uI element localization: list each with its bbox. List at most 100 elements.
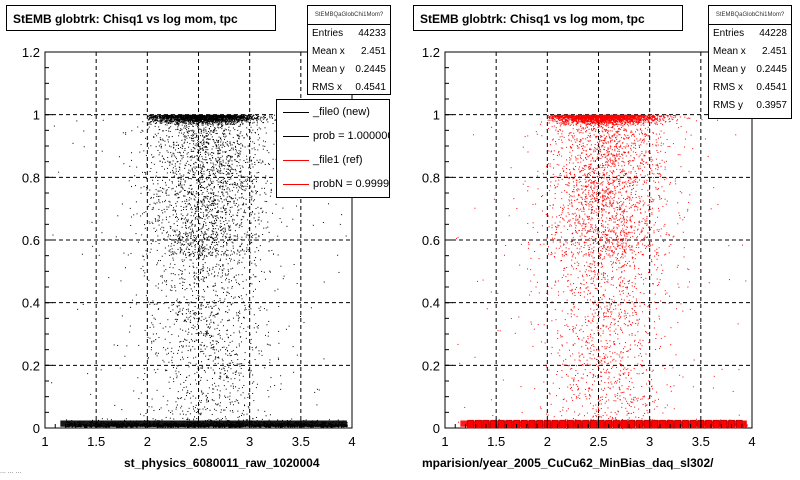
scatter-point	[224, 251, 226, 253]
scatter-point	[200, 217, 202, 219]
scatter-point	[244, 352, 246, 354]
scatter-point	[214, 199, 216, 201]
scatter-point	[256, 159, 258, 161]
scatter-point	[255, 387, 257, 389]
scatter-point	[183, 174, 185, 176]
scatter-point	[218, 377, 220, 379]
scatter-point	[201, 361, 203, 363]
scatter-point	[189, 143, 191, 145]
scatter-point	[224, 121, 226, 123]
scatter-point	[212, 369, 214, 371]
scatter-point	[191, 117, 193, 119]
scatter-point	[206, 285, 208, 287]
scatter-point	[186, 115, 188, 117]
scatter-point	[201, 248, 203, 250]
scatter-point	[209, 184, 211, 186]
scatter-point	[212, 215, 214, 217]
scatter-point	[208, 123, 210, 125]
scatter-point	[163, 115, 165, 117]
scatter-point	[155, 146, 157, 148]
scatter-point	[189, 226, 191, 228]
scatter-point	[227, 381, 229, 383]
scatter-point	[232, 214, 234, 216]
scatter-point	[255, 288, 257, 290]
scatter-point	[266, 118, 268, 120]
scatter-point	[212, 152, 214, 154]
scatter-point	[230, 303, 232, 305]
scatter-point	[167, 400, 169, 402]
scatter-point	[214, 371, 216, 373]
scatter-point	[203, 118, 205, 120]
scatter-point	[214, 363, 216, 365]
scatter-point	[210, 311, 212, 313]
scatter-point	[181, 309, 183, 311]
scatter-point	[147, 119, 149, 121]
scatter-point	[193, 133, 195, 135]
scatter-point	[223, 177, 225, 179]
scatter-point	[244, 176, 246, 178]
scatter-point	[210, 204, 212, 206]
scatter-point	[233, 121, 235, 123]
scatter-point	[217, 342, 219, 344]
scatter-point	[190, 178, 192, 180]
scatter-point	[235, 184, 237, 186]
scatter-point	[205, 116, 207, 118]
scatter-point	[231, 360, 233, 362]
scatter-point	[217, 312, 219, 314]
scatter-point	[152, 119, 154, 121]
scatter-point	[230, 149, 232, 151]
scatter-point	[219, 300, 221, 302]
scatter-point	[207, 120, 209, 122]
scatter-point	[253, 239, 255, 241]
scatter-point	[191, 208, 193, 210]
scatter-point	[215, 114, 217, 116]
scatter-point	[190, 193, 192, 195]
scatter-point	[176, 193, 178, 195]
scatter-point	[230, 114, 232, 116]
scatter-point	[188, 115, 190, 117]
scatter-point	[186, 376, 188, 378]
scatter-point	[203, 142, 205, 144]
scatter-point	[195, 272, 197, 274]
scatter-point	[205, 317, 207, 319]
scatter-point	[170, 254, 172, 256]
scatter-point	[205, 153, 207, 155]
scatter-point	[266, 180, 268, 182]
scatter-point	[169, 162, 171, 164]
scatter-point	[245, 236, 247, 238]
scatter-point	[195, 236, 197, 238]
scatter-point	[188, 169, 190, 171]
scatter-point	[193, 327, 195, 329]
scatter-point	[200, 116, 202, 118]
scatter-point	[179, 119, 181, 121]
scatter-point	[250, 343, 252, 345]
scatter-point	[157, 149, 159, 151]
scatter-point	[160, 119, 162, 121]
scatter-point	[225, 181, 227, 183]
scatter-point	[172, 118, 174, 120]
scatter-point	[214, 121, 216, 123]
scatter-point	[226, 244, 228, 246]
scatter-point	[216, 161, 218, 163]
scatter-point	[225, 151, 227, 153]
scatter-point	[228, 200, 230, 202]
scatter-point	[238, 345, 240, 347]
scatter-point	[181, 147, 183, 149]
scatter-point	[226, 119, 228, 121]
scatter-point	[159, 160, 161, 162]
scatter-point	[207, 367, 209, 369]
scatter-point	[278, 342, 280, 344]
scatter-point	[222, 265, 224, 267]
scatter-point	[198, 413, 200, 415]
scatter-point	[175, 216, 177, 218]
scatter-point	[199, 408, 201, 410]
scatter-point	[229, 141, 231, 143]
scatter-point	[197, 152, 199, 154]
scatter-point	[200, 319, 202, 321]
scatter-point	[222, 367, 224, 369]
scatter-point	[216, 225, 218, 227]
scatter-point	[198, 118, 200, 120]
scatter-point	[208, 216, 210, 218]
scatter-point	[135, 185, 137, 187]
scatter-point	[181, 287, 183, 289]
